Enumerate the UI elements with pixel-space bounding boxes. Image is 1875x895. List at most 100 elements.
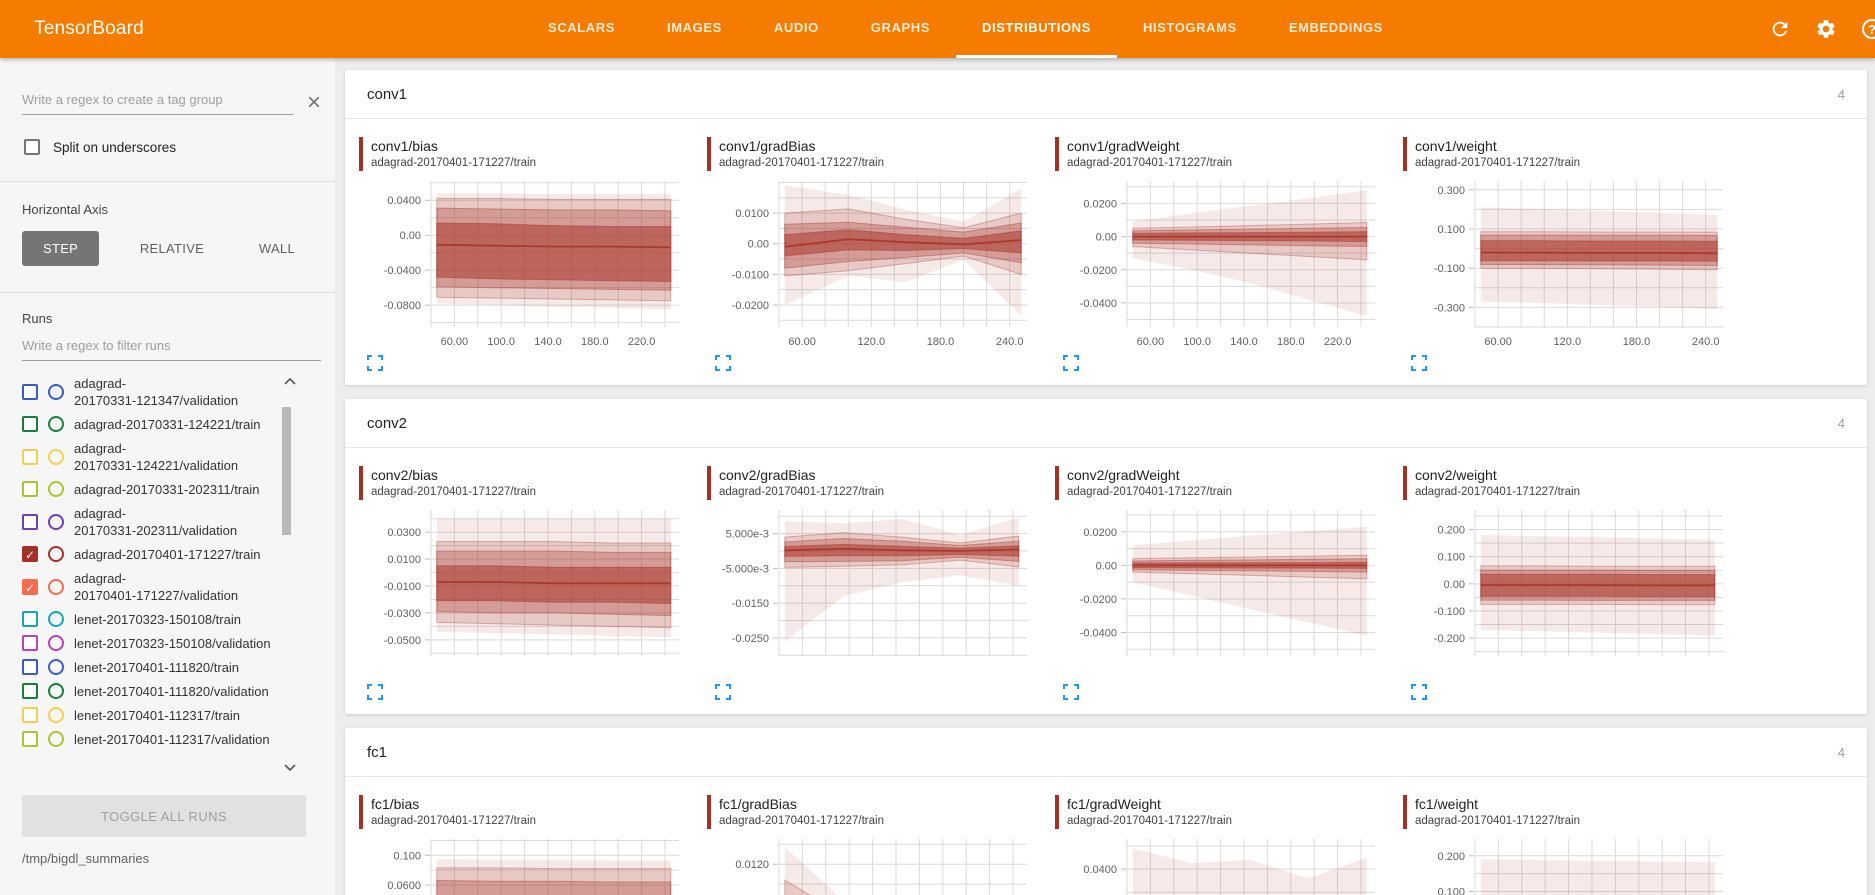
run-row[interactable]: lenet-20170401-112317/train: [22, 703, 279, 727]
run-row[interactable]: lenet-20170401-111820/train: [22, 655, 279, 679]
run-checkbox[interactable]: [22, 683, 38, 699]
run-checkbox[interactable]: [22, 416, 38, 432]
section-header-fc1[interactable]: fc1 4: [345, 728, 1867, 777]
expand-icon[interactable]: [715, 684, 733, 702]
distribution-chart[interactable]: 0.0400 0.00 -0.0400 -0.0800 60.00 100.0 140.0 1…: [357, 173, 693, 353]
scroll-down-icon[interactable]: [283, 759, 297, 777]
expand-icon[interactable]: [367, 355, 385, 373]
svg-text:-0.100: -0.100: [1434, 606, 1465, 618]
section-header-conv1[interactable]: conv1 4: [345, 70, 1867, 119]
run-color-circle[interactable]: [48, 481, 64, 497]
expand-icon[interactable]: [1063, 355, 1081, 373]
tab-scalars[interactable]: SCALARS: [547, 20, 616, 35]
run-row[interactable]: ✓ adagrad-20170401-171227/train: [22, 542, 279, 566]
chart-title: conv2/bias: [371, 467, 438, 483]
run-row[interactable]: adagrad-20170331-202311/train: [22, 477, 279, 501]
checkbox-icon[interactable]: [24, 139, 40, 155]
chart-title: conv1/gradWeight: [1067, 138, 1180, 154]
run-color-circle[interactable]: [48, 578, 64, 595]
run-checkbox[interactable]: [22, 481, 38, 497]
expand-icon[interactable]: [715, 355, 733, 373]
distribution-chart[interactable]: 0.300 0.100 -0.100 -0.300 60.00 120.0 180.0 240…: [1401, 173, 1737, 353]
section-header-conv2[interactable]: conv2 4: [345, 399, 1867, 448]
tag-regex-input[interactable]: [22, 86, 293, 115]
runs-filter-input[interactable]: [22, 332, 321, 361]
run-row[interactable]: lenet-20170401-111820/validation: [22, 679, 279, 703]
run-checkbox[interactable]: [22, 731, 38, 747]
run-row[interactable]: adagrad- 20170331-124221/validation: [22, 436, 279, 477]
run-color-circle[interactable]: [48, 546, 64, 562]
tab-histograms[interactable]: HISTOGRAMS: [1142, 20, 1237, 35]
distribution-chart[interactable]: 0.0200 0.00 -0.0200 -0.0400 60.00 100.0 140.0 1…: [1053, 173, 1389, 353]
split-on-underscores-row[interactable]: Split on underscores: [24, 139, 313, 155]
chart-title-block: fc1/gradBias adagrad-20170401-171227/trai…: [707, 795, 1049, 829]
run-checkbox[interactable]: [22, 707, 38, 723]
run-row[interactable]: adagrad- 20170331-202311/validation: [22, 501, 279, 542]
distribution-chart[interactable]: 5.000e-3 -5.000e-3 -0.0150 -0.0250: [705, 502, 1041, 682]
main-content: conv1 4 conv1/bias adagrad-20170401-171227/…: [335, 58, 1875, 895]
svg-text:-5.000e-3: -5.000e-3: [722, 563, 769, 575]
run-row[interactable]: adagrad-20170331-124221/train: [22, 412, 279, 436]
run-color-circle[interactable]: [48, 416, 64, 432]
run-color-circle[interactable]: [48, 448, 64, 465]
axis-option-wall[interactable]: WALL: [245, 231, 309, 266]
tab-graphs[interactable]: GRAPHS: [870, 20, 931, 35]
distribution-chart[interactable]: 0.0100 0.00 -0.0100 -0.0200 60.00 120.0 180.0 2…: [705, 173, 1041, 353]
run-row[interactable]: lenet-20170323-150108/train: [22, 607, 279, 631]
distribution-chart[interactable]: 0.200 0.100 0.00 -0.100 -0.200: [1401, 502, 1737, 682]
run-checkbox[interactable]: [22, 659, 38, 675]
axis-option-relative[interactable]: RELATIVE: [126, 231, 218, 266]
close-icon[interactable]: ×: [306, 89, 321, 116]
run-checkbox[interactable]: [22, 611, 38, 627]
run-color-circle[interactable]: [48, 731, 64, 747]
tab-images[interactable]: IMAGES: [667, 20, 722, 35]
distribution-chart[interactable]: 0.0200 0.00 -0.0200 -0.0400: [1053, 502, 1389, 682]
run-row[interactable]: lenet-20170323-150108/validation: [22, 631, 279, 655]
svg-text:0.0100: 0.0100: [735, 208, 769, 220]
run-row[interactable]: ✓ adagrad- 20170401-171227/validation: [22, 566, 279, 607]
runs-scrollbar-thumb[interactable]: [282, 407, 291, 535]
expand-icon[interactable]: [1411, 355, 1429, 373]
run-checkbox[interactable]: [22, 448, 38, 465]
svg-text:0.100: 0.100: [1437, 887, 1465, 895]
run-color-circle[interactable]: [48, 611, 64, 627]
run-checkbox[interactable]: [22, 383, 38, 400]
chart-title-block: conv1/weight adagrad-20170401-171227/trai…: [1403, 137, 1745, 171]
run-color-circle[interactable]: [48, 383, 64, 400]
svg-text:100.0: 100.0: [487, 336, 515, 348]
run-color-circle[interactable]: [48, 683, 64, 699]
svg-text:0.0300: 0.0300: [387, 527, 421, 539]
charts-grid: fc1/bias adagrad-20170401-171227/train 0.1…: [345, 777, 1867, 895]
help-icon[interactable]: ?: [1859, 16, 1875, 42]
expand-icon[interactable]: [367, 684, 385, 702]
run-row[interactable]: lenet-20170401-112317/validation: [22, 727, 279, 751]
svg-text:60.00: 60.00: [441, 336, 469, 348]
run-checkbox[interactable]: [22, 635, 38, 651]
run-checkbox[interactable]: ✓: [22, 546, 38, 562]
distribution-chart[interactable]: 0.01206.000e-30.00: [705, 831, 1041, 895]
expand-icon[interactable]: [1063, 684, 1081, 702]
run-color-circle[interactable]: [48, 635, 64, 651]
run-color-circle[interactable]: [48, 513, 64, 530]
expand-icon[interactable]: [1411, 684, 1429, 702]
run-color-circle[interactable]: [48, 659, 64, 675]
run-color-circle[interactable]: [48, 707, 64, 723]
settings-gear-icon[interactable]: [1813, 16, 1839, 42]
tab-embeddings[interactable]: EMBEDDINGS: [1288, 20, 1383, 35]
distribution-chart[interactable]: 0.0300 0.0100 -0.0100 -0.0300 -0.0500: [357, 502, 693, 682]
toggle-all-runs-button[interactable]: TOGGLE ALL RUNS: [22, 795, 306, 837]
run-checkbox[interactable]: [22, 513, 38, 530]
run-checkbox[interactable]: ✓: [22, 578, 38, 595]
tab-distributions[interactable]: DISTRIBUTIONS: [956, 0, 1117, 58]
scroll-up-icon[interactable]: [283, 373, 297, 391]
runs-label: Runs: [22, 311, 53, 326]
run-name: adagrad- 20170401-171227/validation: [74, 570, 239, 603]
svg-text:140.0: 140.0: [534, 336, 562, 348]
tab-audio[interactable]: AUDIO: [773, 20, 819, 35]
refresh-icon[interactable]: [1767, 16, 1793, 42]
run-row[interactable]: adagrad- 20170331-121347/validation: [22, 371, 279, 412]
axis-option-step[interactable]: STEP: [22, 231, 100, 266]
